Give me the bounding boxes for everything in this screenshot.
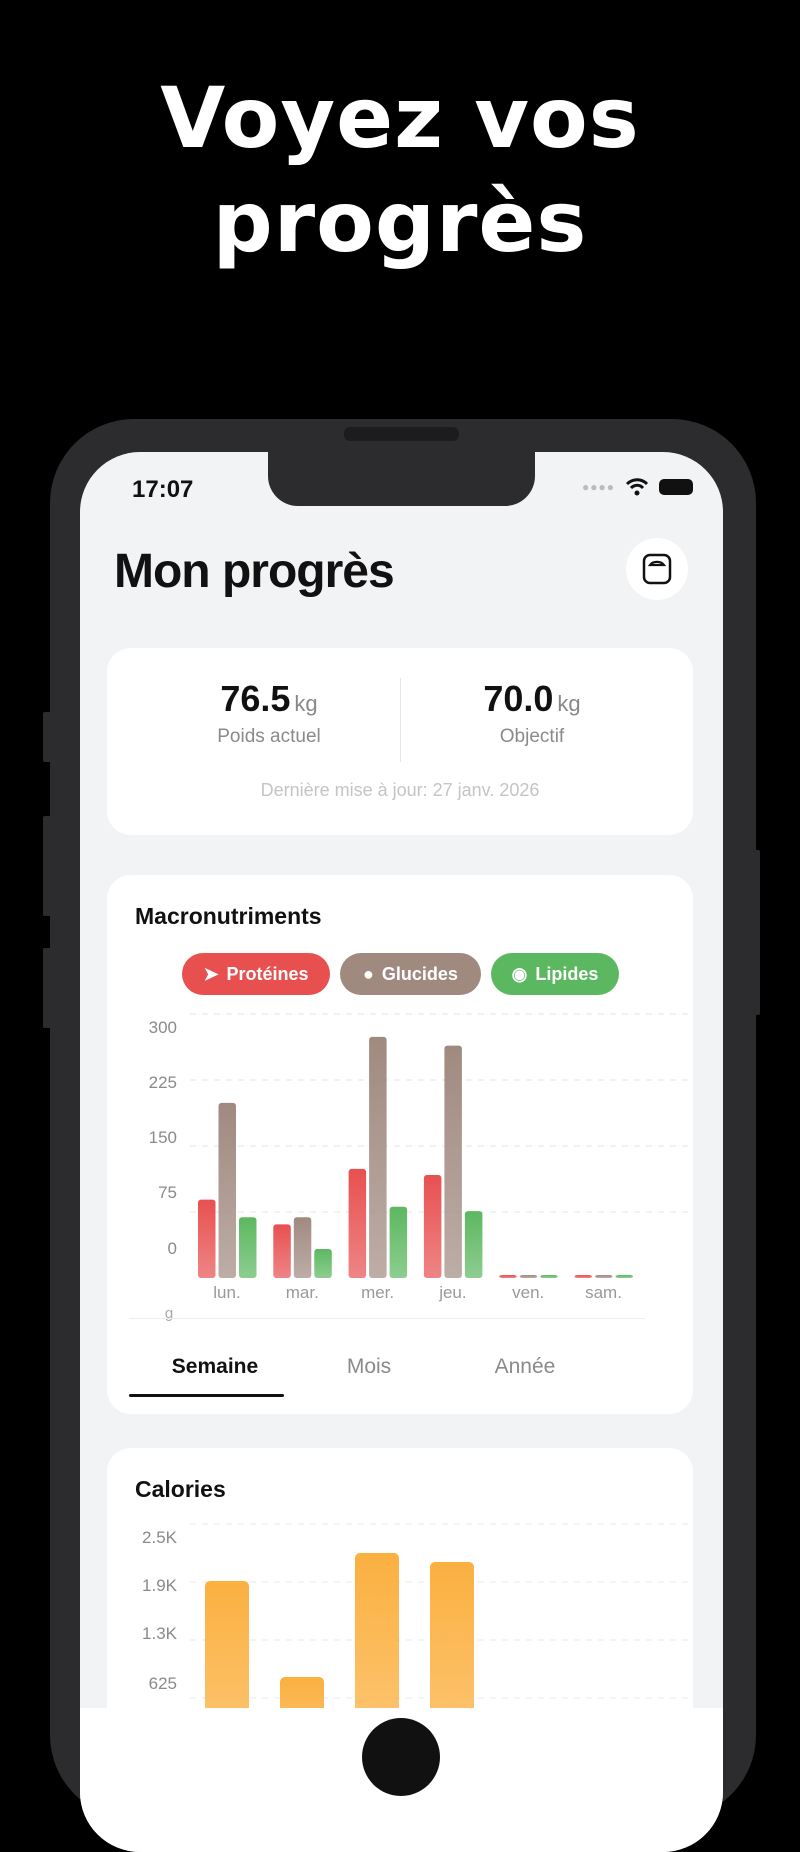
goal-weight-label: Objectif (499, 726, 565, 747)
signal-icon: ●●●● (582, 480, 615, 494)
goal-weight-value: 70.0 (483, 678, 554, 719)
bar-protéines (273, 1224, 291, 1278)
bar-lipides (389, 1206, 408, 1278)
y-tick-label: 0 (168, 1239, 177, 1258)
status-time: 17:07 (132, 476, 194, 503)
volume-down-button (43, 948, 51, 1028)
weight-card: 76.5 kg Poids actuel 70.0 kg Objectif Dern… (107, 648, 693, 835)
y-tick-label: 1.3K (142, 1624, 178, 1643)
current-weight: 76.5 kg Poids actuel (139, 678, 399, 748)
y-tick-label: 2.5K (142, 1528, 178, 1547)
active-tab-indicator (129, 1394, 284, 1397)
apple-icon: ● (363, 963, 374, 984)
bar-protéines (348, 1168, 367, 1278)
calories-title: Calories (135, 1476, 226, 1502)
legend-label: Lipides (535, 963, 599, 984)
bar-glucides (218, 1102, 236, 1278)
x-tick-label: mer. (361, 1283, 394, 1302)
y-tick-label: 300 (149, 1018, 177, 1037)
tab-bar (80, 1708, 723, 1852)
page-title: Mon progrès (114, 545, 395, 598)
x-tick-label: mar. (286, 1283, 319, 1302)
headline: Voyez vos progrès (0, 66, 800, 274)
y-tick-label: 225 (149, 1073, 177, 1092)
bar-protéines (574, 1275, 592, 1278)
notch (268, 452, 535, 506)
y-tick-label: 75 (158, 1183, 177, 1202)
y-tick-label: 625 (149, 1674, 177, 1693)
current-weight-value: 76.5 (220, 678, 291, 719)
macros-title: Macronutriments (135, 903, 322, 929)
wifi-icon (625, 478, 649, 496)
x-tick-label: ven. (512, 1283, 544, 1302)
weigh-in-button[interactable] (626, 538, 688, 600)
tab-annee[interactable]: Année (494, 1355, 556, 1378)
legend-label: Protéines (226, 963, 309, 984)
bar-glucides (444, 1045, 462, 1278)
status-icons: ●●●● (582, 478, 693, 496)
phone-screen: 17:07 ●●●● Mon progrès 76.5 kg Poids actu… (80, 452, 723, 1852)
volume-up-button (43, 816, 51, 916)
bar-protéines (499, 1275, 517, 1278)
bar-lipides (464, 1211, 483, 1278)
bar-lipides (239, 1217, 257, 1278)
headline-line-1: Voyez vos (160, 69, 640, 167)
bar-glucides (519, 1275, 538, 1278)
mute-switch (43, 712, 51, 762)
x-tick-label: sam. (585, 1283, 622, 1302)
bar-protéines (423, 1175, 442, 1278)
bar-protéines (198, 1199, 216, 1278)
legend-glucides[interactable]: ● Glucides (340, 953, 481, 995)
x-tick-label: jeu. (438, 1283, 466, 1302)
tab-mois[interactable]: Mois (346, 1355, 392, 1378)
current-weight-label: Poids actuel (217, 726, 321, 747)
y-tick-label: 150 (149, 1128, 177, 1147)
bar-glucides (369, 1036, 387, 1278)
tab-bar-center-button[interactable] (362, 1718, 440, 1796)
divider (400, 678, 401, 762)
goal-weight: 70.0 kg Objectif (402, 678, 662, 748)
legend-lipides[interactable]: ◉ Lipides (491, 953, 619, 995)
headline-line-2: progrès (212, 173, 588, 271)
current-weight-unit: kg (294, 691, 318, 716)
speaker (344, 427, 459, 441)
legend-proteines[interactable]: ➤ Protéines (182, 953, 330, 995)
x-tick-label: lun. (213, 1283, 240, 1302)
bar-lipides (540, 1275, 558, 1278)
avocado-icon: ◉ (511, 963, 528, 984)
power-button (752, 850, 760, 1015)
y-tick-label: 1.9K (142, 1576, 178, 1595)
battery-icon (659, 479, 693, 495)
bar-lipides (314, 1248, 332, 1278)
macros-card: Macronutriments ➤ Protéines ● Glucides ◉ Li… (107, 875, 693, 1414)
fish-icon: ➤ (203, 963, 219, 984)
macros-chart: 300 225 150 75 0 g lun. mar. mer. jeu. ven. sam. (149, 1013, 693, 1322)
legend-label: Glucides (381, 963, 458, 984)
goal-weight-unit: kg (557, 691, 581, 716)
chart-separator (129, 1318, 645, 1319)
bar-glucides (293, 1217, 312, 1278)
tab-semaine[interactable]: Semaine (171, 1355, 259, 1378)
last-updated: Dernière mise à jour: 27 janv. 2026 (260, 780, 540, 800)
scale-icon (642, 553, 672, 585)
y-unit-label: g (165, 1305, 173, 1322)
bar-lipides (615, 1275, 633, 1278)
bar-glucides (595, 1275, 613, 1278)
